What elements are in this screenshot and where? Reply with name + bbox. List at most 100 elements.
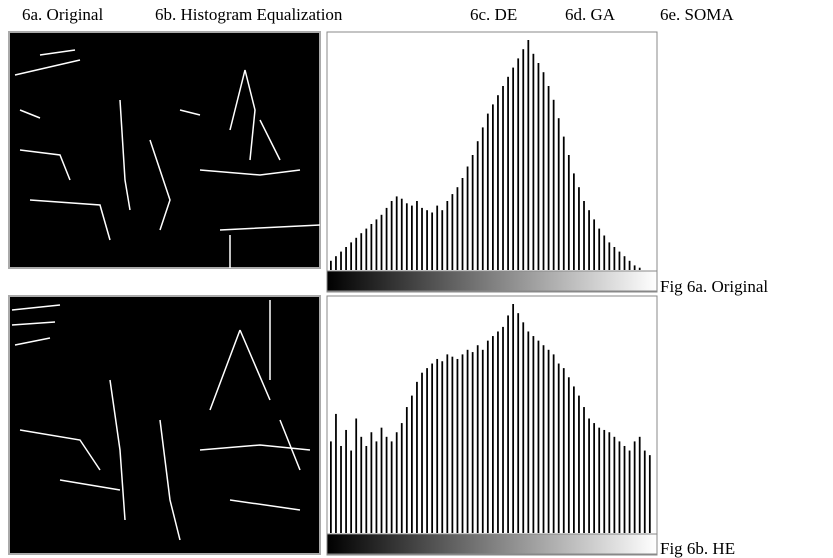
histogram-bar [360, 233, 363, 270]
histogram-bar [446, 201, 449, 270]
histogram-bar [578, 187, 580, 270]
histogram-bar [598, 228, 601, 270]
histogram-bar [562, 368, 565, 533]
histogram-bar [400, 198, 403, 270]
histogram-bar [466, 349, 469, 533]
histogram-bar [421, 372, 423, 533]
histogram-bar [416, 381, 418, 533]
histogram-bar [557, 118, 560, 270]
histogram-bar [335, 413, 337, 533]
histogram-bar [557, 363, 560, 533]
histogram-bar [542, 72, 545, 270]
histogram-bar [405, 407, 408, 533]
histogram-bar [522, 322, 525, 533]
histogram-bar [618, 251, 621, 270]
histogram-bar [567, 377, 570, 533]
histogram-bar [375, 441, 378, 533]
histogram-bar [527, 40, 530, 270]
histogram-bar [613, 247, 616, 270]
histogram-bar [395, 196, 398, 270]
histogram-bar [431, 212, 434, 270]
histogram-bar [623, 256, 626, 270]
histogram [326, 31, 658, 293]
caption: Fig 6b. HE [660, 539, 735, 558]
histogram-bar [593, 423, 596, 533]
histogram-bar [431, 363, 434, 533]
histogram-bar [461, 178, 464, 270]
histogram-bar [648, 455, 651, 533]
histogram-bar [628, 450, 631, 533]
histogram-bar [633, 441, 636, 533]
histogram-bar [633, 265, 636, 270]
histogram-bar [451, 356, 454, 533]
header-label: 6d. GA [565, 5, 616, 24]
histogram-bar [507, 76, 509, 270]
histogram-bar [512, 67, 515, 270]
histogram-bar [502, 86, 504, 270]
histogram-bar [532, 336, 535, 533]
histogram-bar [370, 432, 373, 533]
histogram-bar [517, 58, 520, 271]
histogram-bar [390, 441, 393, 533]
histogram-bar [365, 445, 368, 533]
histogram-bar [522, 49, 525, 271]
histogram-bar [588, 418, 590, 533]
histogram-bar [405, 203, 408, 270]
histogram-bar [497, 331, 499, 533]
histogram-bar [598, 427, 601, 533]
histogram-bar [481, 349, 484, 533]
histogram-bar [380, 214, 383, 270]
histogram-bar [340, 251, 342, 270]
histogram-bar [345, 429, 347, 533]
histogram-bar [350, 242, 353, 270]
histogram-bar [537, 63, 540, 270]
histogram-bar [552, 99, 555, 270]
histogram-bar [517, 313, 520, 533]
histogram [326, 295, 658, 556]
histogram-bar [567, 155, 570, 270]
histogram-bar [385, 436, 388, 533]
histogram-bar [588, 210, 590, 270]
histogram-bar [578, 395, 580, 533]
histogram-bar [335, 256, 337, 270]
histogram-bar [345, 247, 347, 270]
histogram-bar [471, 352, 474, 533]
histogram-bar [537, 340, 540, 533]
histogram-bar [476, 141, 479, 270]
histogram-bar [451, 194, 454, 270]
header-label: 6c. DE [470, 5, 517, 24]
histogram-bar [593, 219, 596, 270]
histogram-bar [608, 432, 611, 533]
histogram-bar [441, 210, 444, 270]
histogram-bar [573, 386, 575, 533]
histogram-bar [573, 173, 575, 270]
histogram-bar [416, 201, 418, 270]
histogram-bar [486, 113, 489, 270]
histogram-bar [340, 445, 342, 533]
histogram-bar [355, 418, 358, 533]
histogram-bar [638, 267, 641, 270]
histogram-bar [532, 53, 535, 270]
histogram-bar [507, 315, 509, 533]
histogram-bar [461, 354, 464, 533]
histogram-bar [562, 136, 565, 270]
histogram-bar [486, 340, 489, 533]
caption: Fig 6a. Original [660, 277, 768, 296]
histogram-bar [355, 237, 358, 270]
histogram-bar [547, 86, 550, 270]
histogram-bar [426, 210, 428, 270]
histogram-bar [375, 219, 378, 270]
histogram-bar [436, 358, 439, 533]
edge-image [8, 295, 321, 555]
histogram-bar [542, 345, 545, 533]
histogram-bar [583, 407, 585, 533]
histogram-bar [380, 427, 383, 533]
histogram-bar [638, 436, 641, 533]
histogram-bar [481, 127, 484, 271]
histogram-bar [446, 354, 449, 533]
histogram-bar [502, 326, 504, 533]
histogram-bar [628, 260, 631, 270]
histogram-bar [512, 304, 515, 533]
histogram-bar [476, 345, 479, 533]
histogram-bar [411, 205, 413, 270]
